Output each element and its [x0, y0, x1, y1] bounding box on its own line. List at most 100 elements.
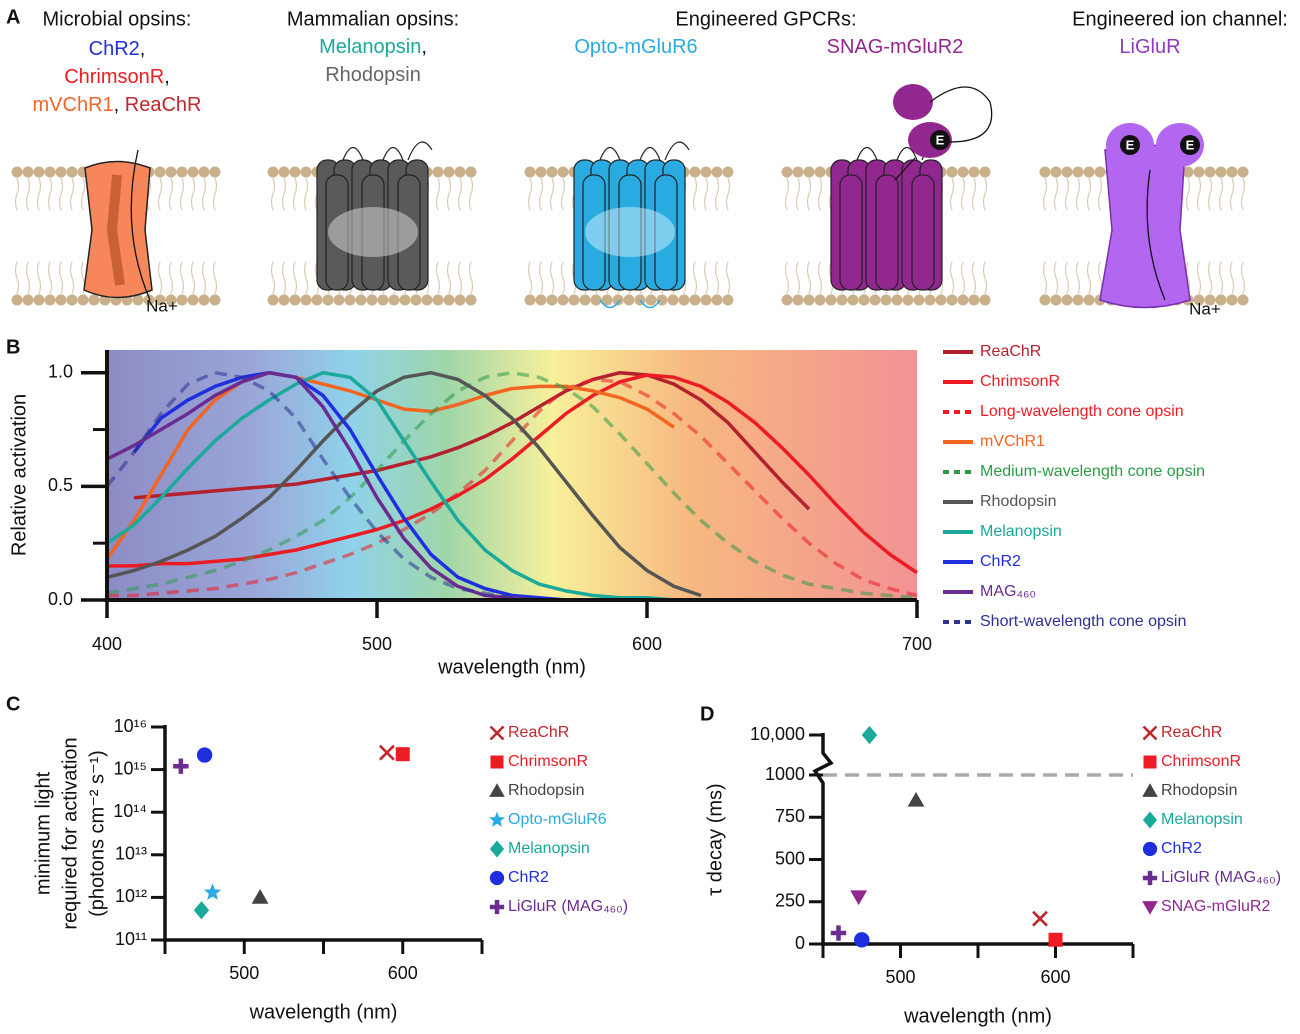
lipid-head [979, 166, 991, 178]
legend-marker [489, 811, 505, 827]
lipid-tail [538, 177, 544, 295]
lipid-head [535, 294, 547, 306]
helix [875, 174, 899, 291]
lipid-head [432, 166, 444, 178]
lipid-tail [435, 177, 441, 295]
legend-label: ChrimsonR [508, 753, 588, 770]
lipid-head [377, 294, 389, 306]
lipid-tail [971, 177, 977, 295]
lipid-head [590, 294, 602, 306]
lipid-head [689, 294, 701, 306]
lipid-head [546, 166, 558, 178]
panel-label: D [700, 703, 714, 725]
lipid-head [1182, 166, 1194, 178]
loop [599, 299, 661, 309]
y-tick-label: 10¹⁴ [113, 801, 147, 821]
lipid-head [1050, 166, 1062, 178]
legend-marker [489, 870, 505, 886]
y-tick-label: 1000 [765, 764, 805, 784]
lipid-head [524, 294, 536, 306]
x-tick-label: 600 [388, 963, 418, 983]
lipid-tail [80, 177, 86, 295]
lipid-head [601, 294, 613, 306]
panel-label: B [6, 336, 20, 358]
x-tick-label: 500 [229, 963, 259, 983]
lipid-tail [69, 177, 75, 295]
lipid-tail [1053, 177, 1059, 295]
lipid-head [825, 294, 837, 306]
legend-label: Melanopsin [980, 523, 1062, 540]
lipid-head [443, 166, 455, 178]
name-piece: , [140, 38, 146, 60]
point [196, 747, 213, 763]
name-piece: , [164, 66, 170, 88]
legend-label: Rhodopsin [1161, 782, 1238, 799]
opsin-name: ChrimsonR, [64, 66, 170, 88]
lipid-head [278, 294, 290, 306]
legend-marker [1143, 755, 1157, 769]
y-axis-label: minimum light [32, 771, 54, 895]
lipid-head [33, 294, 45, 306]
legend-label: Melanopsin [508, 840, 590, 857]
y-tick-label: 500 [775, 848, 805, 868]
lipid-head [132, 294, 144, 306]
name-piece: ChrimsonR [64, 66, 164, 88]
legend-label: ChR2 [980, 553, 1021, 570]
legend-label: MAG₄₆₀ [980, 583, 1036, 600]
y-tick-label: 10¹¹ [115, 929, 147, 949]
y-axis-label: (photons cm⁻² s⁻¹) [86, 750, 108, 917]
y-tick-label: 250 [775, 891, 805, 911]
lipid-head [465, 294, 477, 306]
point [861, 725, 878, 745]
lipid-tail [1207, 177, 1213, 295]
lipid-head [165, 294, 177, 306]
ligand-label: E [1186, 137, 1195, 152]
point [203, 883, 222, 900]
lipid-tail [179, 177, 185, 295]
lipid-head [355, 294, 367, 306]
lipid-tail [303, 177, 309, 295]
x-tick-label: 600 [1040, 967, 1070, 987]
lipid-head [454, 294, 466, 306]
x-tick-label: 400 [92, 634, 122, 654]
legend-marker [489, 899, 505, 915]
y-tick-label: 10¹⁵ [114, 758, 147, 778]
lipid-head [645, 294, 657, 306]
curve [132, 370, 620, 602]
lipid-head [55, 166, 67, 178]
point [251, 889, 269, 904]
lipid-tail [270, 177, 276, 295]
ion-label: Na+ [1189, 299, 1221, 318]
point [1048, 932, 1063, 947]
loop [342, 141, 433, 161]
ion-label: Na+ [146, 296, 178, 315]
lipid-head [1072, 294, 1084, 306]
lipid-tail [47, 177, 53, 295]
lipid-head [612, 294, 624, 306]
opsin-name: SNAG-mGluR2 [827, 36, 964, 58]
point [1032, 910, 1048, 927]
helix [911, 174, 935, 291]
lipid-tail [795, 177, 801, 295]
lipid-tail [806, 177, 812, 295]
lipid-head [198, 166, 210, 178]
lipid-tail [25, 177, 31, 295]
lipid-tail [168, 177, 174, 295]
point [830, 925, 847, 941]
lipid-head [267, 166, 279, 178]
lipid-tail [725, 177, 731, 295]
legend-label: ReaChR [980, 343, 1041, 360]
legend-marker [1142, 870, 1158, 886]
y-tick-label: 10¹⁶ [114, 716, 147, 736]
y-axis-label: required for activation [59, 737, 81, 929]
name-piece: Opto-mGluR6 [574, 36, 697, 58]
opsin-name: ChR2, [89, 38, 146, 60]
lipid-head [700, 166, 712, 178]
lipid-head [88, 294, 100, 306]
x-tick-label: 600 [632, 634, 662, 654]
lipid-head [1193, 166, 1205, 178]
point [850, 890, 868, 906]
lipid-head [792, 294, 804, 306]
lipid-tail [1086, 177, 1092, 295]
lipid-head [143, 294, 155, 306]
